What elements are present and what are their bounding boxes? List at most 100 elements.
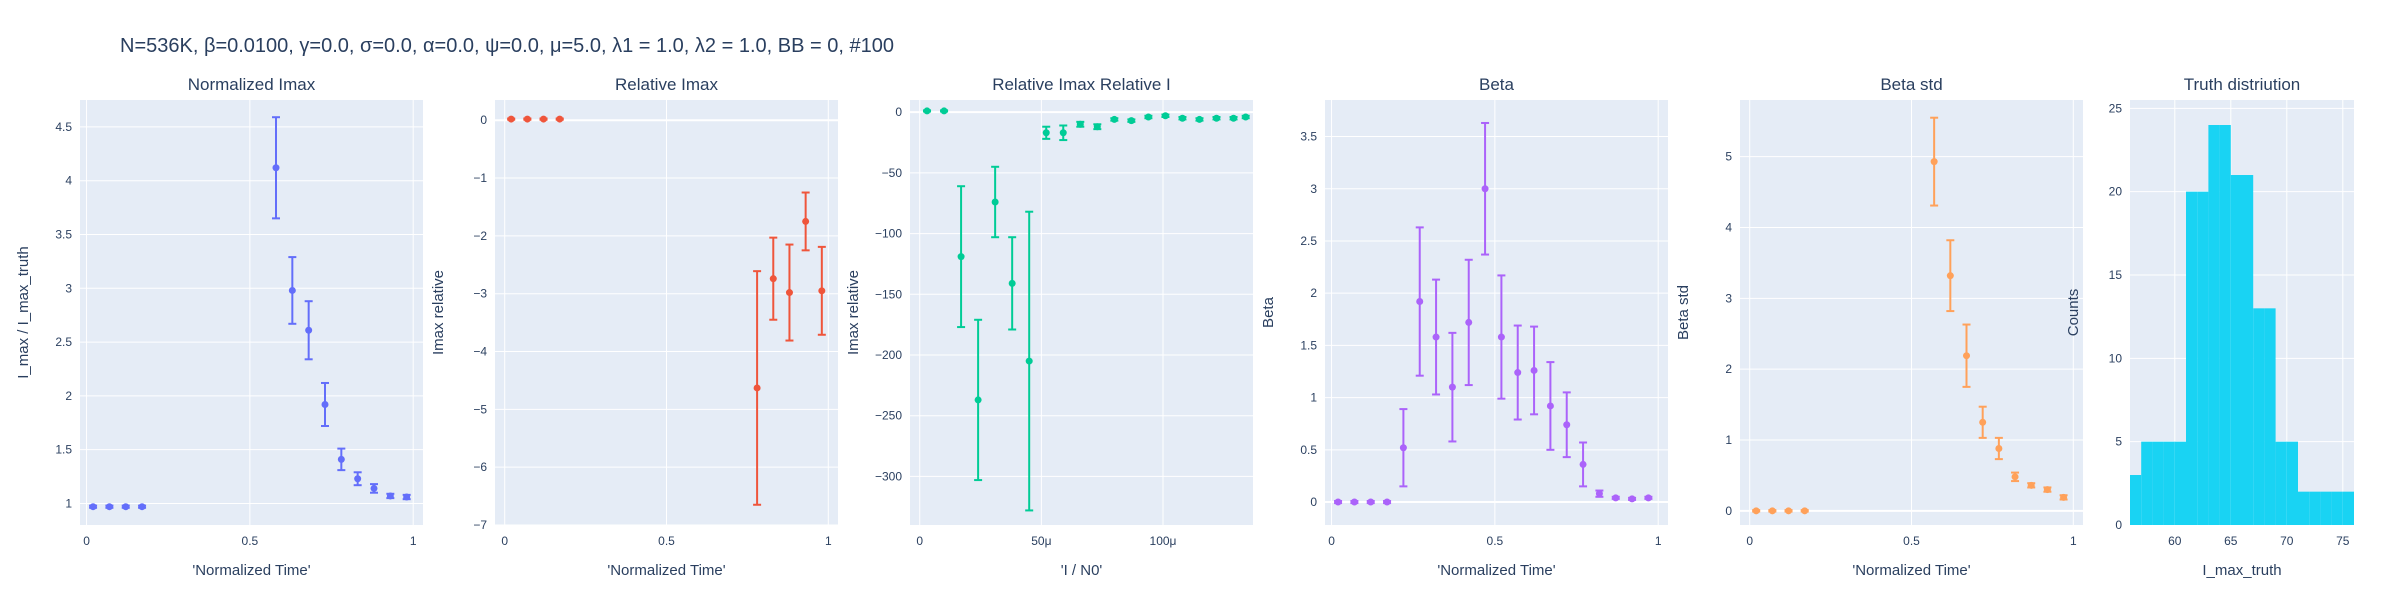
y-tick-label: 1.5 — [1300, 338, 1317, 352]
panel-title: Beta std — [1880, 75, 1942, 94]
data-point — [1059, 129, 1067, 137]
histogram-bar — [2152, 441, 2164, 525]
y-tick-label: 15 — [2109, 268, 2123, 282]
data-point — [321, 400, 329, 408]
y-tick-label: 3 — [65, 281, 72, 295]
data-point — [1612, 494, 1620, 502]
data-point — [1383, 498, 1391, 506]
data-point — [507, 115, 515, 123]
y-tick-label: 0 — [1310, 495, 1317, 509]
data-point — [1230, 114, 1238, 122]
data-point — [1076, 120, 1084, 128]
data-point — [2043, 486, 2051, 494]
y-tick-label: −300 — [875, 469, 902, 483]
data-point — [1595, 490, 1603, 498]
y-tick-label: 1 — [1310, 391, 1317, 405]
data-point — [337, 455, 345, 463]
data-point — [1178, 114, 1186, 122]
chart-panel-4: 0 0.5 1 0 0.5 1 1.5 2 2.5 3 3.5 Beta 'Normalized Tim… — [1260, 75, 1668, 579]
x-axis-label: 'I / N0' — [1061, 562, 1103, 579]
data-point — [370, 484, 378, 492]
histogram-bar — [2298, 491, 2310, 525]
data-point — [1213, 114, 1221, 122]
data-point — [272, 164, 280, 172]
data-point — [802, 217, 810, 225]
x-tick-label: 65 — [2224, 534, 2238, 548]
data-point — [1334, 498, 1342, 506]
y-tick-label: 0 — [480, 113, 487, 127]
y-axis-label: Beta std — [1675, 285, 1692, 340]
data-point — [1946, 272, 1954, 280]
chart-panel-6: 60 65 70 75 0 5 10 15 20 25 Truth distriution I_max… — [2065, 75, 2354, 579]
data-point — [1514, 369, 1522, 377]
histogram-bar — [2342, 491, 2354, 525]
y-tick-label: −150 — [875, 287, 902, 301]
data-point — [1930, 158, 1938, 166]
x-tick-label: 70 — [2280, 534, 2294, 548]
data-point — [1448, 383, 1456, 391]
data-point — [1025, 357, 1033, 365]
data-point — [974, 396, 982, 404]
x-tick-label: 0.5 — [658, 534, 675, 548]
panel-title: Beta — [1479, 75, 1515, 94]
histogram-bar — [2320, 491, 2332, 525]
y-tick-label: −50 — [882, 166, 903, 180]
data-point — [1042, 129, 1050, 137]
x-tick-label: 60 — [2168, 534, 2182, 548]
y-tick-label: 0 — [895, 105, 902, 119]
y-tick-label: 4.5 — [55, 120, 72, 134]
panel-title: Normalized Imax — [188, 75, 316, 94]
chart-panel-2: 0 0.5 1 0 −1 −2 −3 −4 −5 −6 −7 Relative Imax 'Normal… — [430, 75, 838, 579]
x-tick-label: 0.5 — [1487, 534, 1504, 548]
y-tick-label: −1 — [473, 171, 487, 185]
x-tick-label: 1 — [410, 534, 417, 548]
x-axis-label: 'Normalized Time' — [607, 562, 725, 579]
data-point — [138, 503, 146, 511]
data-point — [1367, 498, 1375, 506]
data-point — [1399, 444, 1407, 452]
chart-panel-5: 0 0.5 1 0 1 2 3 4 5 Beta std 'Normalized Time' Beta… — [1675, 75, 2083, 579]
data-point — [386, 492, 394, 500]
y-tick-label: 0.5 — [1300, 443, 1317, 457]
data-point — [105, 503, 113, 511]
y-tick-label: 3 — [1725, 291, 1732, 305]
x-tick-label: 0 — [83, 534, 90, 548]
histogram-bar — [2163, 441, 2175, 525]
histogram-bar — [2186, 191, 2198, 525]
data-point — [940, 107, 948, 115]
y-tick-label: −4 — [473, 345, 487, 359]
y-axis-label: Beta — [1260, 296, 1277, 328]
data-point — [753, 384, 761, 392]
y-tick-label: 2 — [1725, 362, 1732, 376]
data-point — [1465, 318, 1473, 326]
data-point — [1995, 445, 2003, 452]
x-tick-label: 1 — [825, 534, 832, 548]
data-point — [556, 115, 564, 123]
data-point — [1481, 185, 1489, 193]
data-point — [1530, 366, 1538, 374]
x-tick-label: 0.5 — [242, 534, 259, 548]
plot-area — [80, 100, 423, 525]
y-axis-label: Imax relative — [430, 270, 447, 355]
y-tick-label: 0 — [1725, 504, 1732, 518]
x-tick-label: 100μ — [1150, 534, 1177, 548]
y-tick-label: −3 — [473, 287, 487, 301]
data-point — [1563, 421, 1571, 429]
x-axis-label: 'Normalized Time' — [192, 562, 310, 579]
data-point — [923, 107, 931, 115]
data-point — [305, 326, 313, 334]
data-point — [1110, 115, 1118, 123]
y-tick-label: 5 — [1725, 150, 1732, 164]
y-tick-label: −2 — [473, 229, 487, 243]
y-tick-label: 4 — [65, 174, 72, 188]
data-point — [1546, 402, 1554, 410]
panel-title: Relative Imax — [615, 75, 718, 94]
x-tick-label: 50μ — [1031, 534, 1051, 548]
histogram-bar — [2253, 308, 2265, 525]
data-point — [1628, 495, 1636, 503]
y-axis-label: I_max / I_max_truth — [15, 246, 32, 379]
histogram-bar — [2275, 441, 2287, 525]
y-tick-label: 1 — [65, 496, 72, 510]
x-tick-label: 1 — [2070, 534, 2077, 548]
